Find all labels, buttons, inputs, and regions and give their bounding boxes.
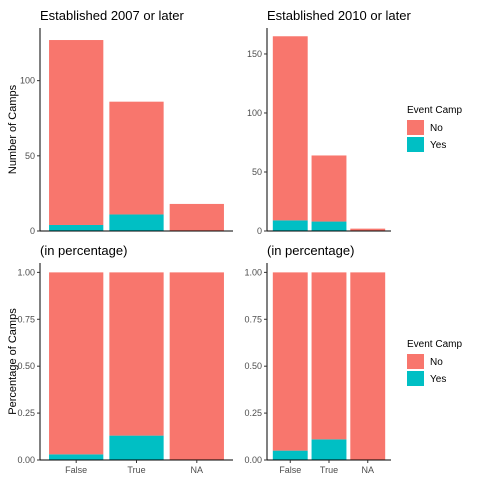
legend-label-1-yes: Yes (430, 374, 446, 385)
bar-0-true-no (109, 101, 164, 215)
legend-key-1-no (407, 354, 424, 369)
bar-3-false-yes (272, 450, 308, 460)
bar-3-false-no (272, 272, 308, 451)
bar-3-na-no (350, 272, 386, 460)
y-tick-label-1-2: 100 (247, 108, 262, 118)
x-tick-label-3-2: NA (361, 465, 374, 475)
x-tick-label-3-0: False (279, 465, 301, 475)
y-tick-label-2-0: 0.00 (17, 455, 35, 465)
y-axis-title-2: Percentage of Camps (7, 308, 19, 415)
y-tick-label-3-2: 0.50 (244, 361, 262, 371)
panel-title-0: Established 2007 or later (40, 8, 184, 23)
x-tick-label-2-1: True (127, 465, 145, 475)
y-tick-label-1-1: 50 (252, 167, 262, 177)
y-tick-label-0-2: 100 (20, 76, 35, 86)
bar-1-false-no (272, 36, 308, 221)
bar-0-false-yes (49, 224, 104, 231)
bar-0-na-no (169, 203, 224, 231)
legend-title-1: Event Camp (407, 339, 462, 350)
bar-3-true-yes (311, 439, 347, 460)
y-tick-label-0-1: 50 (25, 151, 35, 161)
bar-1-true-yes (311, 221, 347, 231)
panel-title-1: Established 2010 or later (267, 8, 411, 23)
y-axis-title-0: Number of Camps (7, 84, 19, 174)
y-tick-label-2-2: 0.50 (17, 361, 35, 371)
bar-3-true-no (311, 272, 347, 440)
y-tick-label-2-4: 1.00 (17, 267, 35, 277)
bar-1-false-yes (272, 220, 308, 231)
bar-1-true-no (311, 155, 347, 222)
panel-title-3: (in percentage) (267, 243, 354, 258)
legend-key-0-yes (407, 137, 424, 152)
bar-2-false-no (49, 272, 104, 455)
x-tick-label-2-0: False (65, 465, 87, 475)
legend-key-0-no (407, 120, 424, 135)
bar-2-false-yes (49, 454, 104, 460)
legend-title-0: Event Camp (407, 105, 462, 116)
bar-2-na-no (169, 272, 224, 460)
legend-label-0-no: No (430, 123, 443, 134)
bar-2-true-yes (109, 435, 164, 460)
y-tick-label-3-3: 0.75 (244, 314, 262, 324)
y-tick-label-3-0: 0.00 (244, 455, 262, 465)
y-tick-label-2-3: 0.75 (17, 314, 35, 324)
y-tick-label-1-0: 0 (257, 226, 262, 236)
bar-0-true-yes (109, 214, 164, 231)
bar-2-true-no (109, 272, 164, 436)
y-tick-label-3-1: 0.25 (244, 408, 262, 418)
legend-key-1-yes (407, 371, 424, 386)
bar-0-false-no (49, 40, 104, 225)
y-tick-label-3-4: 1.00 (244, 267, 262, 277)
legend-label-1-no: No (430, 357, 443, 368)
y-tick-label-2-1: 0.25 (17, 408, 35, 418)
legend-label-0-yes: Yes (430, 140, 446, 151)
x-tick-label-2-2: NA (191, 465, 204, 475)
y-tick-label-1-3: 150 (247, 49, 262, 59)
bar-1-na-no (350, 228, 386, 231)
y-tick-label-0-0: 0 (30, 226, 35, 236)
panel-title-2: (in percentage) (40, 243, 127, 258)
x-tick-label-3-1: True (320, 465, 338, 475)
